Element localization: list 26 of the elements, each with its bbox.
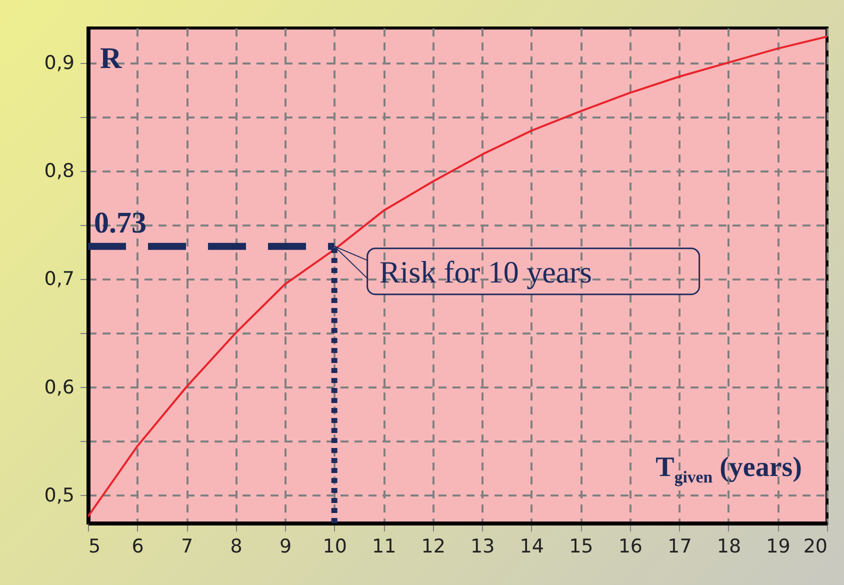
y-axis-title: R [100,42,122,76]
x-tick-label: 7 [180,536,194,558]
y-tick-label: 0,7 [44,268,74,290]
line-series [88,36,827,518]
x-tick-label: 10 [322,536,347,558]
x-tick-label: 9 [280,536,292,558]
x-tick-label: 5 [88,536,101,558]
x-tick-label: 12 [421,536,446,558]
x-tick-label: 13 [470,536,495,558]
x-tick-label: 18 [716,536,742,558]
x-tick-label: 8 [230,536,242,558]
x-tick-label: 11 [372,536,396,558]
x-tick-label: 6 [132,536,144,558]
x-tick-label: 17 [668,536,692,558]
x-tick-label: 16 [618,536,643,558]
annotation: Risk for 10 years [379,254,592,290]
x-tick-label: 14 [520,536,544,558]
x-tick-label: 19 [766,536,790,558]
y-tick-label: 0,8 [44,160,74,182]
x-axis-title: T$_{given}$ (years) [656,452,802,488]
y-tick-label: 0,9 [44,52,74,74]
y-tick-label: 0,5 [44,484,74,506]
x-tick-label: 15 [569,536,594,558]
ref-line-label: 0.73 [94,206,146,240]
x-tick-label: 20 [803,536,828,558]
y-tick-label: 0,6 [44,376,74,398]
